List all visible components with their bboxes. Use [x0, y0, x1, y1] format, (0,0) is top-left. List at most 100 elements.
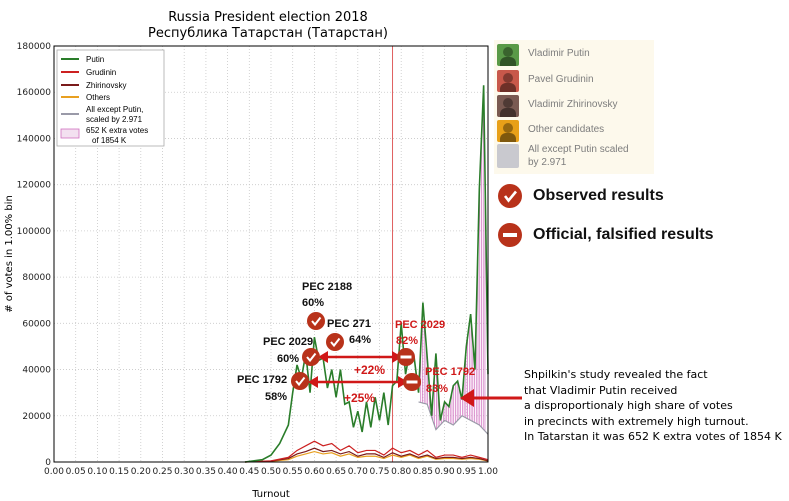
obs-pct-2188: 60% [302, 297, 324, 309]
candidate-row-others: Other candidates [494, 120, 654, 142]
obs-pec-271: PEC 271 [327, 318, 371, 330]
obs-pct-271: 64% [349, 334, 371, 346]
scaled-label-line2: by 2.971 [528, 157, 567, 168]
series-line-others [244, 450, 489, 463]
extra-votes-hatch [420, 95, 486, 432]
legend-grudinin: Grudinin [86, 68, 116, 77]
axes: 0.00 0.05 0.10 0.15 0.20 0.25 0.30 0.35 0.40 0.45… [17, 42, 499, 477]
y-axis-label: # of votes in 1.00% bin [4, 195, 15, 313]
x-tick-label: 0.55 [283, 467, 303, 477]
series-line-putin [244, 85, 489, 463]
candidate-row-scaled: All except Putin scaled by 2.971 [494, 144, 654, 172]
y-tick-label: 180000 [17, 42, 52, 52]
delta-label-2: +25% [344, 391, 375, 405]
scaled-swatch-icon [497, 144, 519, 168]
off-pec-2029: PEC 2029 [395, 319, 445, 331]
legend-scaled-line1: All except Putin, [86, 105, 143, 114]
x-tick-label: 0.65 [326, 467, 346, 477]
y-tick-label: 160000 [17, 88, 52, 98]
check-badge-icon [307, 312, 325, 330]
x-tick-label: 0.85 [413, 467, 433, 477]
y-tick-label: 100000 [17, 227, 52, 237]
x-tick-label: 0.95 [456, 467, 476, 477]
off-pec-1792: PEC 1792 [425, 366, 475, 378]
candidate-row-zhirinovsky: Vladimir Zhirinovsky [494, 95, 654, 117]
official-key-icon [498, 223, 522, 247]
observed-key-icon [498, 184, 522, 208]
observed-badges: PEC 2188 60% PEC 271 64% PEC 2029 60% PE… [237, 281, 371, 403]
candidate-row-putin: Vladimir Putin [494, 44, 654, 66]
x-tick-label: 0.90 [435, 467, 455, 477]
y-tick-label: 140000 [17, 134, 52, 144]
y-tick-label: 80000 [22, 273, 51, 283]
grudinin-portrait-icon [497, 70, 519, 92]
y-tick-label: 120000 [17, 181, 52, 191]
legend-zhirinovsky: Zhirinovsky [86, 81, 126, 90]
candidate-label-zhirinovsky: Vladimir Zhirinovsky [528, 99, 618, 110]
y-tick-label: 60000 [22, 319, 51, 329]
obs-pec-2029: PEC 2029 [263, 336, 313, 348]
minus-badge-icon [397, 348, 415, 366]
check-badge-icon [326, 333, 344, 351]
y-tick-label: 20000 [22, 412, 51, 422]
note-line: In Tatarstan it was 652 K extra votes of… [524, 430, 782, 443]
series-line-zhirinovsky [244, 447, 489, 463]
minus-badge-icon [403, 373, 421, 391]
x-tick-label: 0.00 [44, 467, 64, 477]
putin-portrait-icon [497, 44, 519, 66]
note-line: a disproportionaly high share of votes [524, 399, 733, 412]
study-note: Shpilkin's study revealed the fact that … [524, 367, 786, 445]
legend-putin: Putin [86, 55, 104, 64]
chart-subtitle: Республика Татарстан (Татарстан) [148, 26, 388, 41]
scaled-label-line1: All except Putin scaled [528, 144, 629, 155]
key-observed-label: Observed results [533, 187, 664, 204]
x-tick-label: 0.30 [174, 467, 194, 477]
x-tick-label: 0.20 [131, 467, 151, 477]
note-line: that Vladimir Putin received [524, 383, 678, 397]
chart-title: Russia President election 2018 [168, 10, 368, 25]
x-tick-label: 0.75 [369, 467, 389, 477]
legend-others: Others [86, 93, 110, 102]
series-line-all [418, 401, 489, 435]
note-line: Shpilkin's study revealed the fact [524, 368, 708, 381]
note-line: in precincts with extremely high turnout… [524, 414, 749, 428]
other-candidates-icon [497, 120, 519, 142]
x-tick-label: 0.45 [239, 467, 259, 477]
candidate-label-grudinin: Pavel Grudinin [528, 74, 594, 85]
chart-legend: Putin Grudinin Zhirinovsky Others All ex… [56, 49, 165, 147]
x-tick-label: 0.50 [261, 467, 281, 477]
check-badge-icon [291, 372, 309, 390]
official-badges: PEC 2029 82% PEC 1792 83% [395, 319, 475, 395]
y-tick-label: 0 [45, 458, 51, 468]
x-tick-label: 1.00 [478, 467, 498, 477]
x-tick-label: 0.10 [87, 467, 107, 477]
candidate-legend-panel: Vladimir Putin Pavel Grudinin Vladimir Z… [494, 40, 654, 174]
legend-extra-line1: 652 K extra votes [86, 126, 148, 135]
obs-pec-2188: PEC 2188 [302, 281, 352, 293]
off-pct-1792: 83% [426, 383, 448, 395]
legend-extra-line2: of 1854 K [92, 136, 127, 145]
zhirinovsky-portrait-icon [497, 95, 519, 117]
obs-pct-2029: 60% [277, 353, 299, 365]
candidate-label-putin: Vladimir Putin [528, 48, 590, 59]
delta-label-1: +22% [354, 363, 385, 377]
x-tick-label: 0.80 [391, 467, 411, 477]
x-tick-label: 0.35 [196, 467, 216, 477]
legend-scaled-line2: scaled by 2.971 [86, 115, 143, 124]
series-line-grudinin [244, 440, 489, 463]
candidate-row-grudinin: Pavel Grudinin [494, 70, 654, 92]
check-badge-icon [302, 348, 320, 366]
x-tick-label: 0.25 [152, 467, 172, 477]
series-lines [244, 85, 489, 463]
x-tick-label: 0.15 [109, 467, 129, 477]
x-tick-label: 0.70 [348, 467, 368, 477]
y-tick-label: 40000 [22, 366, 51, 376]
x-tick-label: 0.40 [218, 467, 238, 477]
obs-pct-1792: 58% [265, 391, 287, 403]
off-pct-2029: 82% [396, 335, 418, 347]
candidate-label-others: Other candidates [528, 124, 605, 135]
obs-pec-1792: PEC 1792 [237, 374, 287, 386]
key-official-label: Official, falsified results [533, 226, 714, 243]
x-tick-label: 0.60 [304, 467, 324, 477]
